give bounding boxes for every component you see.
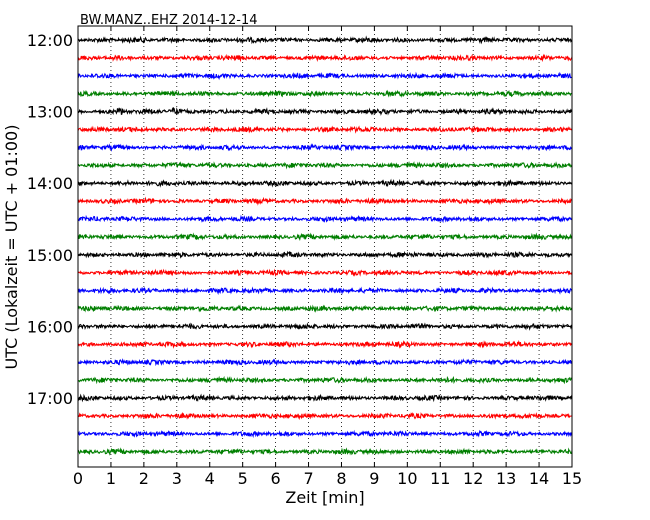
vertical-gridlines [110, 26, 540, 467]
x-tick-label: 14 [529, 469, 549, 488]
seismic-traces [77, 35, 573, 456]
x-tick-label: 5 [238, 469, 248, 488]
chart-title: BW.MANZ..EHZ 2014-12-14 [80, 13, 258, 28]
trace-1415 [77, 196, 572, 206]
plot-frame [77, 25, 573, 468]
trace-1445 [77, 232, 573, 241]
x-tick-label: 7 [303, 469, 313, 488]
y-axis-ticks: 12:00 13:00 14:00 15:00 16:00 17:00 [27, 31, 572, 408]
y-axis-label: UTC (Lokalzeit = UTC + 01:00) [2, 125, 21, 370]
x-tick-label: 10 [397, 469, 417, 488]
trace-1515 [77, 268, 573, 277]
trace-1315 [77, 125, 573, 134]
y-tick-label: 14:00 [27, 174, 73, 193]
x-tick-label: 2 [139, 469, 149, 488]
x-tick-label: 4 [205, 469, 215, 488]
trace-1500 [77, 250, 573, 259]
x-tick-label: 8 [336, 469, 346, 488]
y-tick-label: 12:00 [27, 31, 73, 50]
trace-1300 [77, 107, 573, 116]
trace-1330 [77, 143, 573, 152]
trace-1645 [77, 375, 573, 385]
trace-1615 [77, 339, 573, 349]
y-tick-label: 16:00 [27, 317, 73, 336]
trace-1400 [77, 178, 573, 188]
y-tick-label: 13:00 [27, 103, 73, 122]
x-axis-ticks: 0 1 2 3 4 5 6 7 8 9 10 11 12 13 14 15 [73, 26, 582, 488]
y-tick-label: 15:00 [27, 246, 73, 265]
x-tick-label: 12 [463, 469, 483, 488]
trace-1200 [77, 35, 573, 45]
trace-1215 [77, 53, 573, 63]
trace-1230 [77, 71, 573, 81]
x-tick-label: 6 [271, 469, 281, 488]
x-tick-label: 0 [73, 469, 83, 488]
trace-1730 [77, 429, 573, 438]
trace-1545 [77, 304, 573, 313]
trace-1600 [77, 322, 573, 331]
x-tick-label: 3 [172, 469, 182, 488]
trace-1245 [77, 89, 573, 98]
trace-1430 [77, 214, 573, 224]
x-axis-label: Zeit [min] [285, 488, 364, 507]
trace-1745 [77, 447, 573, 456]
x-tick-label: 13 [496, 469, 516, 488]
trace-1715 [77, 412, 573, 421]
trace-1345 [77, 160, 573, 170]
x-tick-label: 11 [430, 469, 450, 488]
trace-1700 [77, 393, 573, 403]
x-tick-label: 9 [369, 469, 379, 488]
y-tick-label: 17:00 [27, 389, 73, 408]
x-tick-label: 1 [106, 469, 116, 488]
trace-1630 [77, 358, 573, 367]
trace-1530 [77, 286, 573, 296]
x-tick-label: 15 [562, 469, 582, 488]
